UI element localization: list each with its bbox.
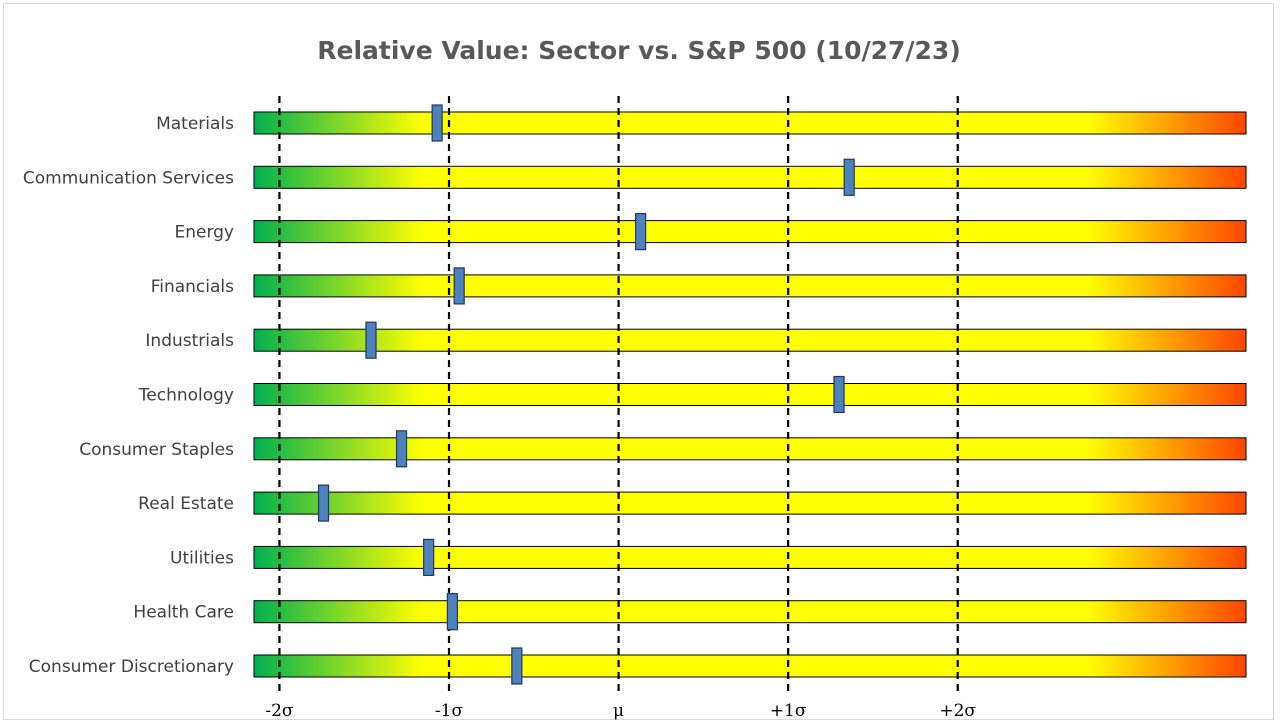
value-marker-consumer-staples — [395, 430, 408, 468]
value-marker-health-care — [446, 593, 458, 631]
value-marker-industrials — [365, 321, 377, 359]
category-label-consumer-staples: Consumer Staples — [79, 440, 234, 460]
range-bar-financials — [253, 274, 1247, 298]
value-marker-communication-services — [843, 158, 855, 196]
value-marker-materials — [431, 104, 443, 142]
value-marker-consumer-discretionary — [511, 647, 523, 685]
category-label-real-estate: Real Estate — [138, 494, 234, 514]
range-bar-health-care — [253, 600, 1247, 624]
range-bar-technology — [253, 383, 1247, 406]
category-label-communication-services: Communication Services — [23, 168, 234, 188]
tick-label-1: -1σ — [435, 701, 464, 721]
chart-frame: Relative Value: Sector vs. S&P 500 (10/2… — [3, 3, 1274, 721]
category-label-materials: Materials — [156, 114, 234, 134]
range-bar-industrials — [253, 328, 1247, 352]
tick-label-2: μ — [613, 701, 624, 721]
range-bar-consumer-staples — [253, 437, 1247, 461]
category-label-financials: Financials — [151, 277, 234, 297]
tick-label-3: +1σ — [770, 701, 807, 721]
value-marker-technology — [833, 375, 845, 414]
relative-value-chart: Relative Value: Sector vs. S&P 500 (10/2… — [23, 36, 1247, 721]
category-label-technology: Technology — [138, 386, 234, 406]
category-label-health-care: Health Care — [133, 603, 234, 623]
category-label-consumer-discretionary: Consumer Discretionary — [29, 657, 234, 677]
value-marker-financials — [453, 267, 465, 305]
range-bar-consumer-discretionary — [253, 654, 1247, 678]
range-bar-utilities — [253, 545, 1247, 569]
category-label-utilities: Utilities — [170, 548, 234, 568]
chart-title: Relative Value: Sector vs. S&P 500 (10/2… — [317, 36, 961, 65]
range-bar-materials — [253, 111, 1247, 135]
tick-label-4: +2σ — [939, 701, 976, 721]
range-bar-real-estate — [253, 491, 1247, 515]
tick-label-0: -2σ — [265, 701, 294, 721]
range-bar-energy — [253, 220, 1247, 244]
range-bar-communication-services — [253, 165, 1247, 189]
value-marker-real-estate — [317, 484, 330, 522]
value-marker-utilities — [423, 538, 435, 577]
value-marker-energy — [635, 213, 647, 251]
category-label-energy: Energy — [174, 223, 234, 243]
category-label-industrials: Industrials — [145, 331, 234, 351]
